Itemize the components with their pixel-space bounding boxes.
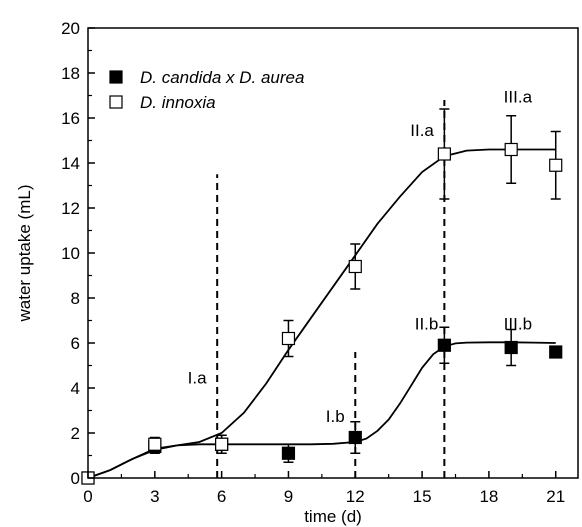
data-point-open-square [148,437,162,451]
data-point-filled-square [281,446,296,460]
y-tick-label: 4 [71,379,80,398]
legend-label: D. candida x D. aurea [140,68,304,87]
x-tick-label: 0 [83,487,92,506]
y-tick-label: 8 [71,289,80,308]
data-point-open-square [549,158,563,172]
annotations: I.a I.b II.a II.b III.a III.b [188,87,533,426]
legend: D. candida x D. aurea D. innoxia [109,68,304,112]
tick-labels: 0 3 6 9 12 15 18 21 0 2 4 6 8 10 12 14 16 18 20 [61,19,565,506]
y-axis-label: water uptake (mL) [15,185,34,323]
data-point-open-square [281,331,296,346]
x-tick-label: 21 [546,487,565,506]
phase-annotation: I.b [326,407,345,426]
axes [87,27,579,479]
phase-annotation: III.a [504,87,533,106]
fit-curve [87,341,556,479]
y-tick-label: 10 [61,244,80,263]
x-tick-label: 9 [284,487,293,506]
phase-annotation: III.b [504,315,532,334]
data-point-filled-square [437,338,451,352]
data-point-open-square [348,259,362,274]
fit-curve [87,148,556,479]
data-points [81,108,563,485]
data-point-open-square [504,142,518,157]
data-point-filled-square [549,345,563,359]
y-tick-label: 14 [61,154,80,173]
x-tick-label: 3 [150,487,159,506]
legend-label: D. innoxia [140,93,216,112]
y-tick-label: 20 [61,19,80,38]
y-tick-label: 6 [71,334,80,353]
legend-entry-2: D. innoxia [109,93,216,112]
legend-marker-open-square [109,95,123,109]
data-point-open-square [437,147,451,161]
x-tick-label: 18 [479,487,498,506]
y-tick-label: 0 [71,469,80,488]
y-tick-label: 18 [61,64,80,83]
data-point-filled-square [348,430,362,445]
phase-annotation: II.b [415,315,439,334]
x-tick-label: 12 [346,487,365,506]
x-axis-label: time (d) [304,507,362,526]
phase-annotation: I.a [188,369,207,388]
data-point-filled-square [504,340,518,355]
y-tick-label: 2 [71,424,80,443]
legend-entry-1: D. candida x D. aurea [109,68,304,87]
fit-curves [87,148,556,479]
legend-marker-filled-square [109,70,123,84]
x-tick-label: 6 [217,487,226,506]
y-tick-label: 12 [61,199,80,218]
phase-annotation: II.a [410,121,434,140]
data-point-open-square [215,437,229,451]
y-tick-label: 16 [61,109,80,128]
x-tick-label: 15 [413,487,432,506]
